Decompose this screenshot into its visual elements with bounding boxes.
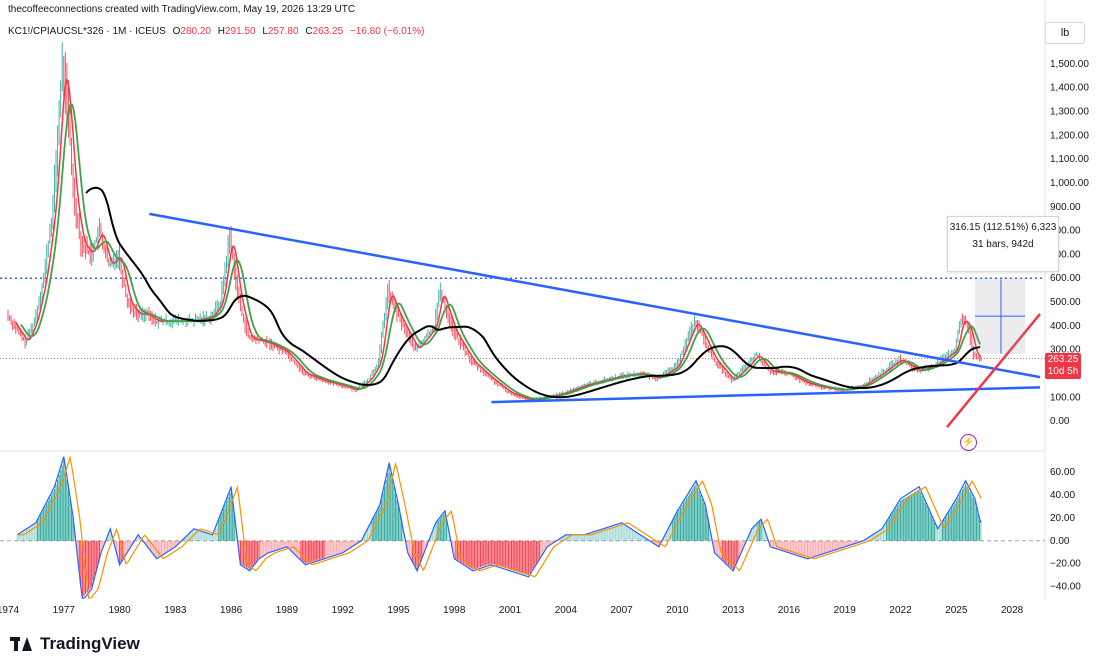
low-value: 257.80 [267, 26, 299, 37]
tradingview-logo-icon [10, 637, 34, 651]
measure-duration: 31 bars, 942d [972, 239, 1034, 250]
measure-tooltip: 316.15 (112.51%) 6,323 31 bars, 942d [947, 216, 1059, 272]
x-tick-label: 1992 [332, 605, 355, 616]
x-tick-label: 2013 [722, 605, 745, 616]
chart-attribution: thecoffeeconnections created with Tradin… [8, 4, 356, 15]
osc-y-tick-label: −20.00 [1050, 559, 1081, 570]
y-tick-label: 1,300.00 [1050, 106, 1089, 117]
y-tick-label: 700.00 [1050, 249, 1081, 260]
logo-text: TradingView [40, 634, 140, 653]
x-tick-label: 2001 [499, 605, 522, 616]
y-tick-label: 600.00 [1050, 273, 1081, 284]
high-value: 291.50 [225, 26, 256, 37]
x-tick-label: 1995 [387, 605, 410, 616]
x-tick-label: 1977 [53, 605, 76, 616]
last-price-tag: 263.25 10d 5h [1045, 353, 1081, 379]
x-tick-label: 2028 [1001, 605, 1024, 616]
ma-slow-line [85, 186, 981, 399]
change-value: −16.80 (−6.01%) [349, 26, 425, 37]
x-tick-label: 1989 [276, 605, 299, 616]
osc-signal-line [17, 455, 982, 599]
osc-y-tick-label: 0.00 [1050, 536, 1070, 547]
measure-change: 316.15 (112.51%) 6,323 [949, 222, 1057, 233]
x-tick-label: 1986 [220, 605, 243, 616]
x-tick-label: 2025 [945, 605, 968, 616]
x-tick-label: 2022 [889, 605, 912, 616]
symbol-legend: KC1!/CPIAUCSL*326 · 1M · ICEUS O280.20 H… [8, 26, 428, 37]
y-tick-label: 300.00 [1050, 345, 1081, 356]
y-tick-label: 1,000.00 [1050, 178, 1089, 189]
lightning-icon[interactable]: ⚡ [960, 434, 977, 451]
open-value: 280.20 [180, 26, 211, 37]
symbol-name[interactable]: KC1!/CPIAUCSL*326 · 1M · ICEUS [8, 26, 166, 37]
close-value: 263.25 [312, 26, 344, 37]
y-tick-label: 1,100.00 [1050, 154, 1089, 165]
y-tick-label: 500.00 [1050, 297, 1081, 308]
support-trendline [491, 386, 1041, 404]
descending-trendline [149, 212, 1041, 379]
ma-fast-line [14, 78, 982, 401]
x-tick-label: 1980 [108, 605, 131, 616]
rising-trendline [946, 313, 1041, 428]
last-price: 263.25 [1047, 354, 1079, 365]
high-label: H [217, 26, 225, 37]
x-tick-label: 2004 [555, 605, 578, 616]
y-tick-label: 100.00 [1050, 392, 1081, 403]
y-tick-label: 0.00 [1050, 416, 1070, 427]
tradingview-logo[interactable]: TradingView [10, 634, 140, 654]
x-tick-label: 2007 [610, 605, 633, 616]
open-label: O [172, 26, 181, 37]
y-tick-label: 800.00 [1050, 226, 1081, 237]
y-tick-label: 400.00 [1050, 321, 1081, 332]
bar-countdown: 10d 5h [1047, 366, 1079, 377]
ma-medium-line [20, 102, 982, 401]
y-tick-label: 900.00 [1050, 202, 1081, 213]
osc-y-tick-label: −40.00 [1050, 582, 1081, 593]
osc-y-tick-label: 20.00 [1050, 513, 1075, 524]
x-tick-label: 2010 [666, 605, 689, 616]
x-tick-label: 2019 [834, 605, 857, 616]
osc-y-tick-label: 40.00 [1050, 490, 1075, 501]
x-tick-label: 1998 [443, 605, 466, 616]
y-tick-label: 1,200.00 [1050, 130, 1089, 141]
y-tick-label: 1,500.00 [1050, 59, 1089, 70]
x-tick-label: 1983 [164, 605, 187, 616]
x-tick-label: 2016 [778, 605, 801, 616]
osc-y-tick-label: 60.00 [1050, 467, 1075, 478]
close-label: C [305, 26, 313, 37]
y-tick-label: 1,400.00 [1050, 83, 1089, 94]
x-tick-label: 1974 [0, 605, 20, 616]
low-label: L [262, 26, 268, 37]
osc-macd-line [16, 456, 982, 599]
